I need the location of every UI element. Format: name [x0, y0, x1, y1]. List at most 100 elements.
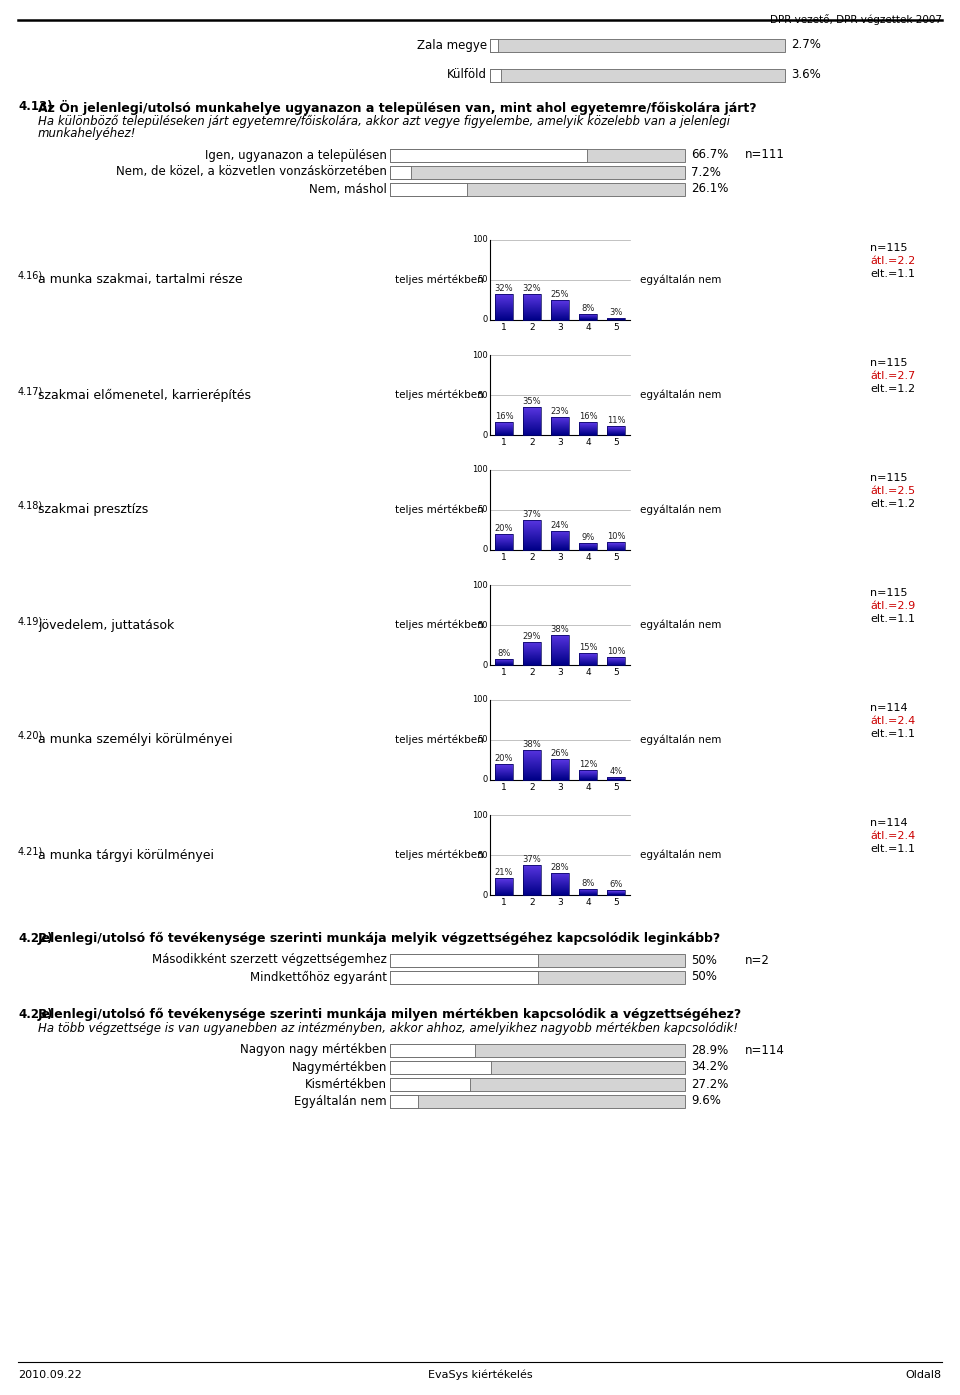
- Bar: [551, 421, 569, 423]
- Bar: [523, 525, 541, 526]
- Bar: [579, 424, 597, 425]
- Text: 0: 0: [483, 776, 488, 784]
- Bar: [551, 319, 569, 321]
- Bar: [495, 296, 513, 297]
- Bar: [551, 646, 569, 647]
- Bar: [579, 314, 597, 319]
- Bar: [523, 865, 541, 896]
- Bar: [607, 661, 625, 663]
- Text: 5: 5: [613, 438, 619, 446]
- Bar: [551, 424, 569, 425]
- Text: 26%: 26%: [551, 749, 569, 759]
- Text: 2.7%: 2.7%: [791, 39, 821, 52]
- Bar: [523, 771, 541, 773]
- Bar: [390, 954, 538, 967]
- Bar: [523, 310, 541, 311]
- Bar: [607, 777, 625, 780]
- Text: elt.=1.2: elt.=1.2: [870, 384, 915, 393]
- Bar: [495, 776, 513, 777]
- Bar: [551, 301, 569, 303]
- Bar: [495, 536, 513, 537]
- Bar: [551, 778, 569, 780]
- Bar: [495, 312, 513, 314]
- Bar: [523, 303, 541, 304]
- Bar: [495, 423, 513, 424]
- Bar: [495, 545, 513, 547]
- Bar: [495, 893, 513, 894]
- Bar: [551, 884, 569, 886]
- Text: 23%: 23%: [551, 406, 569, 416]
- Bar: [495, 879, 513, 896]
- Bar: [523, 434, 541, 435]
- Bar: [495, 550, 513, 551]
- Bar: [495, 764, 513, 766]
- Bar: [551, 420, 569, 421]
- Text: Az Ön jelenlegi/utolsó munkahelye ugyanazon a településen van, mint ahol egyetem: Az Ön jelenlegi/utolsó munkahelye ugyana…: [38, 100, 756, 114]
- Bar: [523, 657, 541, 658]
- Text: teljes mértékben: teljes mértékben: [396, 850, 484, 861]
- Text: 50: 50: [477, 391, 488, 399]
- Bar: [523, 757, 541, 759]
- Bar: [579, 890, 597, 891]
- Bar: [579, 315, 597, 317]
- Bar: [551, 417, 569, 435]
- Bar: [495, 886, 513, 887]
- Text: 3.6%: 3.6%: [791, 68, 821, 81]
- Bar: [523, 545, 541, 547]
- Bar: [523, 414, 541, 416]
- Bar: [551, 651, 569, 653]
- Bar: [523, 764, 541, 766]
- Bar: [523, 893, 541, 894]
- Bar: [390, 1060, 685, 1074]
- Text: 4.13): 4.13): [18, 100, 53, 113]
- Text: Egyáltalán nem: Egyáltalán nem: [295, 1095, 387, 1108]
- Text: 50: 50: [477, 505, 488, 515]
- Bar: [551, 650, 569, 651]
- Text: 0: 0: [483, 315, 488, 325]
- Bar: [523, 432, 541, 434]
- Text: 4.22): 4.22): [18, 932, 53, 944]
- Bar: [523, 642, 541, 643]
- Bar: [523, 307, 541, 308]
- Text: 3%: 3%: [610, 308, 623, 317]
- Bar: [551, 536, 569, 537]
- Bar: [495, 882, 513, 883]
- Bar: [390, 971, 685, 983]
- Bar: [523, 311, 541, 312]
- Bar: [523, 887, 541, 889]
- Bar: [551, 544, 569, 545]
- Bar: [523, 529, 541, 530]
- Bar: [523, 522, 541, 523]
- Bar: [579, 894, 597, 896]
- Text: Zala megye: Zala megye: [417, 39, 487, 52]
- Bar: [523, 642, 541, 665]
- Bar: [551, 317, 569, 318]
- Bar: [523, 412, 541, 413]
- Text: n=115: n=115: [870, 473, 907, 483]
- Text: a munka tárgyi körülményei: a munka tárgyi körülményei: [38, 848, 214, 862]
- Bar: [579, 545, 597, 547]
- Bar: [579, 658, 597, 660]
- Bar: [523, 432, 541, 434]
- Bar: [495, 769, 513, 770]
- Bar: [551, 654, 569, 656]
- Bar: [523, 527, 541, 529]
- Text: EvaSys kiértékelés: EvaSys kiértékelés: [428, 1370, 532, 1381]
- Bar: [523, 756, 541, 757]
- Bar: [495, 887, 513, 889]
- Text: 4: 4: [586, 324, 590, 332]
- Text: elt.=1.1: elt.=1.1: [870, 844, 915, 854]
- Text: 2: 2: [529, 438, 535, 446]
- Bar: [523, 663, 541, 664]
- Bar: [523, 759, 541, 760]
- Bar: [551, 431, 569, 432]
- Text: Oldal8: Oldal8: [906, 1370, 942, 1380]
- Text: 100: 100: [472, 236, 488, 244]
- Bar: [523, 889, 541, 890]
- Text: 4.23): 4.23): [18, 1009, 53, 1021]
- Bar: [607, 544, 625, 545]
- Bar: [490, 39, 498, 52]
- Text: Ha több végzettsége is van ugyanebben az intézményben, akkor ahhoz, amelyikhez n: Ha több végzettsége is van ugyanebben az…: [38, 1023, 738, 1035]
- Text: 3: 3: [557, 552, 563, 562]
- Text: n=114: n=114: [870, 703, 907, 713]
